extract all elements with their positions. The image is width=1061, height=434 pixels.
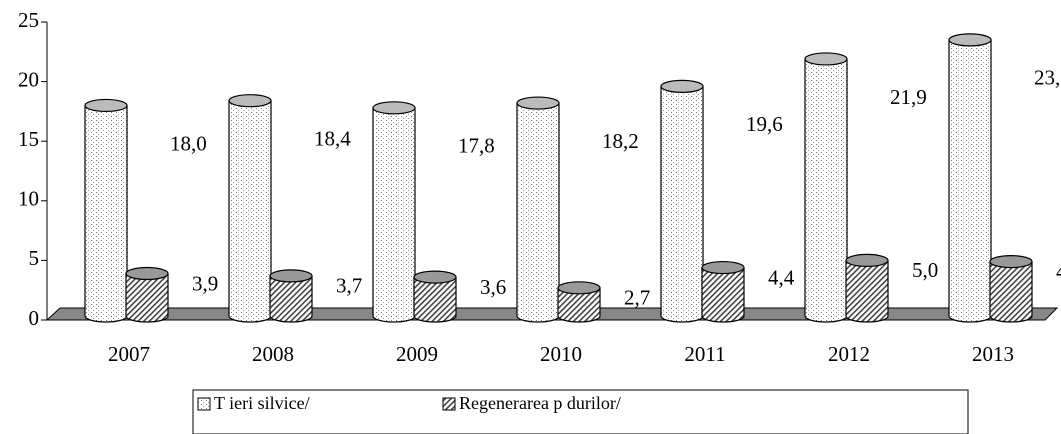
bar <box>845 253 889 323</box>
value-label: 5,0 <box>912 258 938 282</box>
bar <box>557 281 601 323</box>
legend-swatch <box>442 397 456 411</box>
legend-label: Regenerarea p durilor/ <box>459 393 621 413</box>
value-label: 3,7 <box>336 274 362 298</box>
bar <box>228 94 272 323</box>
x-tick-label: 2011 <box>684 342 725 366</box>
x-tick-label: 2007 <box>108 342 150 366</box>
bar <box>125 266 169 323</box>
y-tick-label: 20 <box>18 67 39 91</box>
value-label: 17,8 <box>458 134 495 158</box>
y-tick-label: 25 <box>18 8 39 32</box>
y-tick-label: 10 <box>18 187 39 211</box>
bar <box>84 98 128 323</box>
value-label: 4,4 <box>768 265 795 289</box>
x-tick-label: 2013 <box>972 342 1014 366</box>
bar <box>804 52 848 323</box>
value-label: 3,9 <box>192 271 218 295</box>
x-tick-label: 2009 <box>396 342 438 366</box>
value-label: 18,0 <box>170 131 207 155</box>
bar <box>701 260 745 323</box>
bar <box>989 254 1033 323</box>
x-tick-label: 2008 <box>252 342 294 366</box>
value-label: 2,7 <box>624 286 650 310</box>
legend-box <box>192 389 969 434</box>
bar <box>948 33 992 323</box>
bar <box>372 101 416 323</box>
value-label: 23,5 <box>1034 66 1061 90</box>
legend-label: T ieri silvice/ <box>214 393 310 413</box>
y-tick-label: 5 <box>29 246 40 270</box>
value-label: 19,6 <box>746 112 783 136</box>
bar <box>516 96 560 323</box>
value-label: 18,2 <box>602 129 639 153</box>
value-label: 21,9 <box>890 85 927 109</box>
x-tick-label: 2010 <box>540 342 582 366</box>
bar <box>413 270 457 323</box>
bar <box>660 79 704 323</box>
value-label: 18,4 <box>314 126 351 150</box>
y-tick-label: 0 <box>29 306 40 330</box>
legend-swatch <box>197 397 211 411</box>
value-label: 3,6 <box>480 275 506 299</box>
x-tick-label: 2012 <box>828 342 870 366</box>
y-tick-label: 15 <box>18 127 39 151</box>
bar <box>269 269 313 323</box>
value-label: 4,9 <box>1056 259 1061 283</box>
